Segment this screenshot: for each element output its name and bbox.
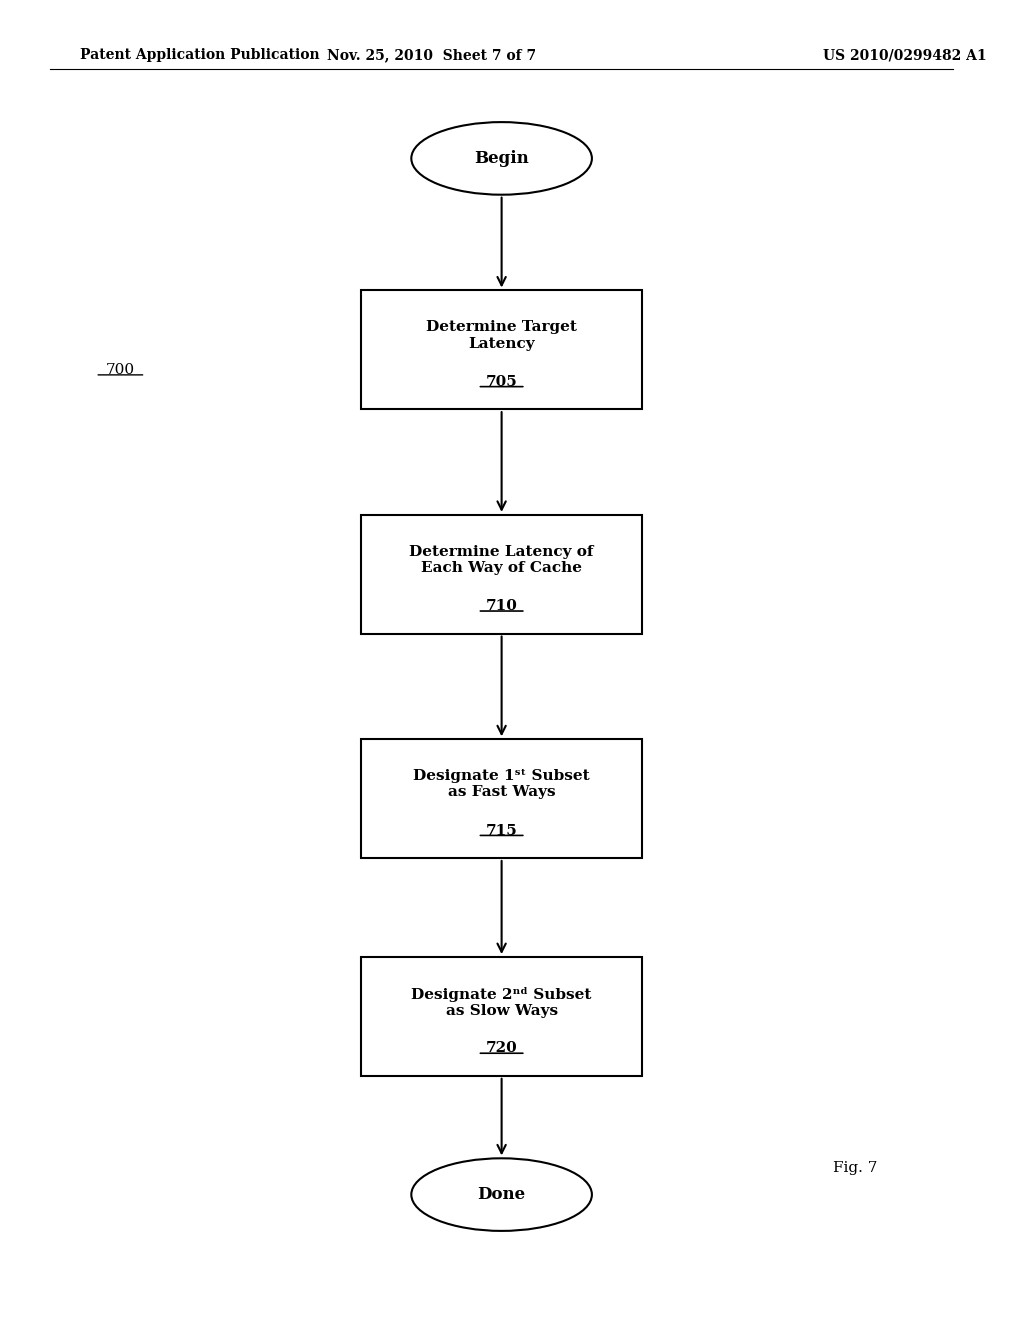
Text: Designate 2ⁿᵈ Subset
as Slow Ways: Designate 2ⁿᵈ Subset as Slow Ways [412, 986, 592, 1018]
Text: 710: 710 [485, 599, 517, 614]
FancyBboxPatch shape [361, 739, 642, 858]
FancyBboxPatch shape [361, 957, 642, 1076]
Text: Fig. 7: Fig. 7 [833, 1162, 877, 1175]
Text: Determine Latency of
Each Way of Cache: Determine Latency of Each Way of Cache [410, 545, 594, 576]
Ellipse shape [412, 1159, 592, 1230]
FancyBboxPatch shape [361, 515, 642, 634]
FancyBboxPatch shape [361, 290, 642, 409]
Text: Begin: Begin [474, 150, 529, 166]
Text: Designate 1ˢᵗ Subset
as Fast Ways: Designate 1ˢᵗ Subset as Fast Ways [414, 770, 590, 800]
Text: Patent Application Publication: Patent Application Publication [80, 49, 319, 62]
Text: 715: 715 [485, 824, 517, 838]
Text: 705: 705 [485, 375, 517, 389]
Text: Determine Target
Latency: Determine Target Latency [426, 321, 578, 351]
Text: US 2010/0299482 A1: US 2010/0299482 A1 [822, 49, 986, 62]
Text: Done: Done [477, 1187, 525, 1203]
Text: 700: 700 [105, 363, 135, 376]
Ellipse shape [412, 123, 592, 195]
Text: Nov. 25, 2010  Sheet 7 of 7: Nov. 25, 2010 Sheet 7 of 7 [327, 49, 536, 62]
Text: 720: 720 [485, 1041, 517, 1056]
